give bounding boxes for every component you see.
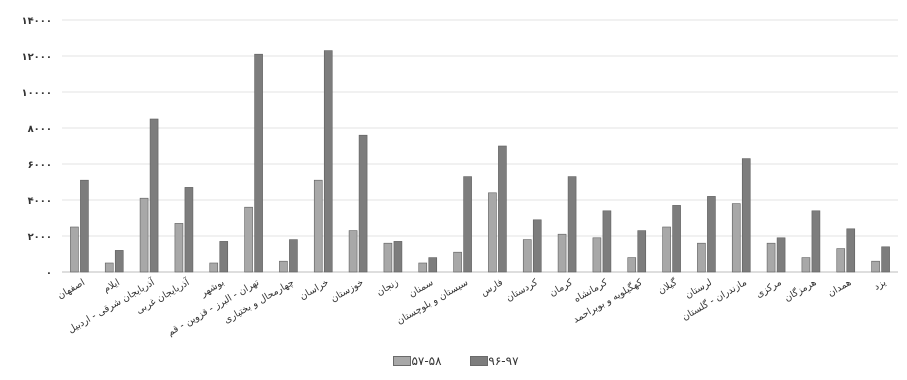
x-tick-label: گیلان <box>656 276 680 297</box>
x-tick-label: مرکزی <box>754 277 783 300</box>
bar-series-1 <box>209 262 219 273</box>
bar-series-2 <box>881 246 890 273</box>
legend-label-series-2: ۹۶-۹۷ <box>488 354 519 368</box>
bar-series-1 <box>697 242 706 273</box>
x-tick-label: خراسان <box>298 277 331 302</box>
bar-series-1 <box>313 179 323 273</box>
bar-series-2 <box>80 179 89 273</box>
legend: ۵۷-۵۸ ۹۶-۹۷ <box>0 354 907 369</box>
bar-series-2 <box>637 230 647 273</box>
x-tick-label: ایلام <box>102 277 122 295</box>
bar-series-1 <box>174 223 184 273</box>
bar-series-1 <box>70 226 79 273</box>
y-tick-label: ۶۰۰۰ <box>28 160 52 171</box>
bar-series-2 <box>811 210 821 273</box>
y-tick-label: ۴۰۰۰ <box>28 196 52 207</box>
bar-series-2 <box>741 158 751 273</box>
gridlines <box>62 19 898 273</box>
bar-series-1 <box>522 239 532 273</box>
bar-series-1 <box>662 226 671 273</box>
bar-series-2 <box>602 210 612 273</box>
bar-series-2 <box>463 176 472 273</box>
x-tick-label: زنجان <box>375 277 401 298</box>
legend-swatch-series-2 <box>470 356 489 366</box>
bar-series-2 <box>184 187 194 273</box>
legend-item-series-1: ۵۷-۵۸ <box>388 354 442 368</box>
y-tick-label: ۸۰۰۰ <box>28 124 52 135</box>
bars <box>70 50 890 273</box>
bar-series-2 <box>776 237 786 273</box>
bar-series-1 <box>731 203 741 273</box>
x-tick-label: کردستان <box>504 277 540 304</box>
bar-series-2 <box>289 239 298 273</box>
x-tick-label: خوزستان <box>329 277 366 305</box>
bar-series-2 <box>672 205 681 273</box>
bar-series-2 <box>358 134 368 273</box>
bar-series-2 <box>428 257 438 273</box>
bar-series-2 <box>498 145 507 273</box>
bar-series-1 <box>383 242 393 273</box>
bar-series-1 <box>139 197 149 273</box>
bar-series-2 <box>219 241 229 273</box>
y-tick-label: ۱۲۰۰۰ <box>21 52 52 63</box>
y-tick-label: ۱۰۰۰۰ <box>21 88 52 99</box>
bar-series-2 <box>846 228 856 273</box>
legend-item-series-2: ۹۶-۹۷ <box>465 354 519 368</box>
bar-series-1 <box>592 237 602 273</box>
bar-series-1 <box>104 262 114 273</box>
bar-series-1 <box>348 230 358 273</box>
bar-series-1 <box>871 260 880 273</box>
bar-series-1 <box>488 192 497 273</box>
x-tick-label: یزد <box>872 277 888 293</box>
bar-series-2 <box>323 50 333 273</box>
bar-series-1 <box>244 206 253 273</box>
bar-series-1 <box>418 262 428 273</box>
bar-series-1 <box>557 233 567 273</box>
bar-series-1 <box>279 260 288 273</box>
bar-series-1 <box>836 248 846 273</box>
bar-series-2 <box>149 118 159 273</box>
y-tick-label: ۲۰۰۰ <box>28 232 52 243</box>
bar-series-1 <box>627 257 637 273</box>
bar-series-2 <box>567 176 577 273</box>
legend-swatch-series-1 <box>393 356 412 366</box>
x-tick-label: اصفهان <box>56 277 87 301</box>
y-axis-ticks: ۰ ۲۰۰۰ ۴۰۰۰ ۶۰۰۰ ۸۰۰۰ ۱۰۰۰۰ ۱۲۰۰۰ ۱۴۰۰۰ <box>21 16 52 279</box>
legend-label-series-1: ۵۷-۵۸ <box>411 354 442 368</box>
bar-series-2 <box>532 219 542 273</box>
x-tick-label: کرمان <box>548 277 575 299</box>
y-tick-label: ۱۴۰۰۰ <box>21 16 52 27</box>
x-tick-label: فارس <box>479 277 505 298</box>
bar-series-2 <box>114 250 124 273</box>
x-tick-label: همدان <box>826 277 853 299</box>
x-tick-label: هرمزگان <box>782 276 818 304</box>
bar-series-1 <box>801 257 811 273</box>
bar-series-2 <box>393 241 403 273</box>
bar-series-2 <box>254 53 263 273</box>
bar-series-2 <box>707 196 716 273</box>
bar-series-1 <box>766 242 776 273</box>
y-tick-label: ۰ <box>46 268 52 279</box>
bar-series-1 <box>453 251 462 273</box>
